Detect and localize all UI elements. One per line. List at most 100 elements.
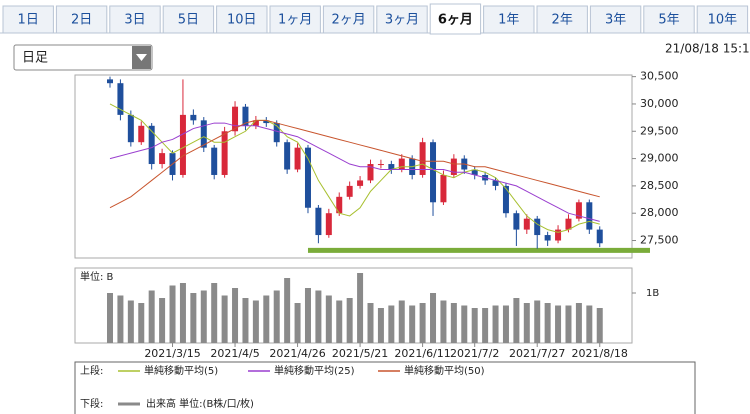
volume-bar	[336, 300, 343, 343]
volume-bar	[419, 303, 426, 343]
candle-body	[388, 164, 395, 170]
tab[interactable]	[589, 5, 642, 34]
tab-label[interactable]: 3日	[124, 13, 145, 28]
candle-body	[346, 185, 353, 197]
candle-body	[336, 196, 343, 214]
candle-body	[138, 125, 145, 143]
tab[interactable]	[216, 5, 268, 34]
volume-bar	[398, 300, 405, 343]
tab[interactable]	[536, 5, 588, 34]
legend-label: 単純移動平均(25)	[274, 364, 355, 377]
volume-bar	[565, 305, 572, 343]
tab-label[interactable]: 10日	[227, 13, 257, 28]
tab-label[interactable]: 1年	[498, 13, 519, 28]
candle-body	[252, 120, 259, 126]
tab[interactable]	[2, 5, 54, 34]
tab-label[interactable]: 3年	[605, 13, 626, 28]
tab-label[interactable]: 2ヶ月	[331, 13, 365, 28]
volume-bar	[315, 290, 322, 343]
tab[interactable]	[696, 5, 749, 34]
tab-label[interactable]: 5日	[178, 13, 199, 28]
tab[interactable]	[269, 5, 321, 34]
tab-label[interactable]: 10年	[708, 13, 738, 28]
volume-bar	[586, 305, 593, 343]
volume-bar	[388, 305, 395, 343]
dropdown[interactable]	[13, 44, 153, 71]
volume-bar	[294, 303, 301, 343]
candle-body	[419, 142, 426, 175]
volume-bar	[555, 305, 562, 343]
candle-body	[294, 147, 301, 170]
candle-body	[367, 164, 374, 181]
y-tick-label: 30,500	[640, 70, 679, 83]
x-tick-label: 2021/7/27	[509, 347, 565, 360]
tab-label[interactable]: 3ヶ月	[385, 13, 419, 28]
volume-bar	[107, 293, 113, 343]
candle-body	[242, 106, 249, 126]
tab[interactable]	[322, 5, 375, 34]
candle-body	[221, 131, 228, 175]
candle-body	[471, 169, 478, 175]
candle-body	[190, 114, 197, 121]
candle-body	[575, 202, 582, 219]
candle-body	[315, 207, 322, 236]
legend-label: 単純移動平均(50)	[404, 364, 485, 377]
x-tick-label: 2021/7/2	[450, 347, 499, 360]
volume-bar	[513, 298, 520, 343]
volume-bar	[190, 293, 197, 343]
candle-body	[263, 120, 270, 124]
legend-label: 単純移動平均(5)	[144, 364, 218, 377]
candle-body	[357, 180, 364, 186]
tab[interactable]	[55, 5, 108, 34]
y-tick-label: 27,500	[640, 234, 679, 247]
tab[interactable]	[643, 5, 695, 34]
volume-bar	[284, 278, 291, 343]
tab-label[interactable]: 1日	[18, 13, 39, 28]
volume-bar	[575, 303, 582, 343]
volume-bar	[534, 300, 541, 343]
volume-bar	[367, 303, 374, 343]
y-tick-label: 29,500	[640, 124, 679, 137]
volume-bar	[148, 290, 155, 343]
tab[interactable]	[109, 5, 161, 34]
volume-bar	[492, 305, 499, 343]
candle-body	[565, 218, 572, 230]
volume-bar	[127, 300, 134, 343]
tab-label[interactable]: 2年	[552, 13, 573, 28]
volume-bar	[273, 290, 280, 343]
tab-label[interactable]: 2日	[71, 13, 92, 28]
volume-bar	[409, 305, 416, 343]
candle-body	[440, 174, 447, 203]
tab-label[interactable]: 6ヶ月	[438, 13, 473, 28]
tab-label[interactable]: 5年	[658, 13, 679, 28]
volume-bar	[221, 295, 228, 343]
candle-body	[398, 158, 405, 170]
candle-body	[159, 153, 166, 165]
volume-bar	[471, 308, 478, 343]
candle-body	[534, 218, 541, 236]
x-tick-label: 2021/6/11	[394, 347, 450, 360]
candle-body	[450, 158, 457, 175]
candle-body	[107, 79, 113, 84]
volume-bar	[325, 295, 332, 343]
dropdown-value: 日足	[22, 51, 48, 66]
candle-body	[586, 202, 593, 230]
candle-body	[523, 218, 530, 230]
tab[interactable]	[376, 5, 428, 34]
volume-panel	[74, 267, 633, 344]
volume-bar	[461, 305, 468, 343]
x-tick-label: 2021/8/18	[572, 347, 628, 360]
candle-body	[117, 83, 124, 115]
tab[interactable]	[429, 3, 482, 35]
candle-body	[596, 229, 603, 244]
price-panel	[74, 74, 633, 259]
x-tick-label: 2021/4/5	[210, 347, 259, 360]
tab[interactable]	[162, 5, 215, 34]
tab-label[interactable]: 1ヶ月	[278, 13, 312, 28]
candle-body	[555, 229, 562, 241]
legend-upper-label: 上段:	[80, 364, 103, 377]
y-tick-label: 28,000	[640, 206, 679, 219]
tab[interactable]	[483, 5, 535, 34]
legend-lower-label: 下段:	[80, 397, 103, 410]
volume-bar	[242, 298, 249, 343]
